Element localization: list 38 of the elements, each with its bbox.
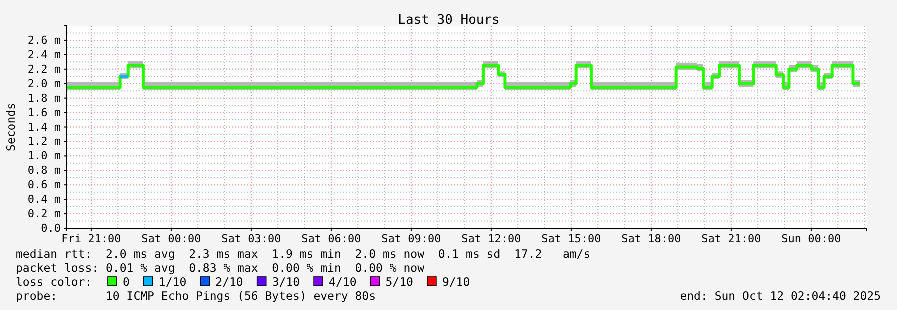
text: packet loss: 0.01 % avg 0.83 % max 0.00 % min 0.00 % now <box>16 261 425 275</box>
y-tick-label: 0.8 m <box>28 164 62 178</box>
y-tick-label: 2.4 m <box>28 48 62 62</box>
y-tick-label: 1.6 m <box>28 106 62 120</box>
legend-label: 2/10 <box>216 275 244 289</box>
y-tick-label: 1.8 m <box>28 92 62 105</box>
text: probe: 10 ICMP Echo Pings (56 Bytes) every 80s <box>16 289 376 303</box>
y-tick-label: 0.0 <box>41 222 61 236</box>
y-tick-label: 2.0 m <box>28 77 62 90</box>
y-tick-label: 2.2 m <box>28 62 62 76</box>
y-tick-label: 1.0 m <box>28 150 62 163</box>
x-tick-label: Sat 09:00 <box>382 232 442 246</box>
text: end: Sun Oct 12 02:04:40 2025 <box>680 289 881 303</box>
x-tick-label: Sat 12:00 <box>462 232 522 246</box>
legend-label: 1/10 <box>158 275 187 289</box>
x-tick-label: Sun 00:00 <box>782 232 842 246</box>
y-tick-label: 0.4 m <box>28 193 62 206</box>
x-tick-label: Sat 03:00 <box>222 232 282 246</box>
y-axis-title: Seconds <box>4 103 18 152</box>
legend-label: 9/10 <box>442 275 470 289</box>
text: median rtt: 2.0 ms avg 2.3 ms max 1.9 ms min 2.0 ms now 0.1 ms sd 17.2 am/s <box>16 247 591 261</box>
x-tick-label: Sat 06:00 <box>302 232 362 246</box>
chart-title: Last 30 Hours <box>398 13 500 28</box>
legend-title: loss color: <box>16 275 92 289</box>
legend-label: 5/10 <box>386 275 414 289</box>
y-tick-label: 1.2 m <box>28 135 62 148</box>
y-tick-label: 0.2 m <box>28 208 62 221</box>
x-tick-label: Sat 21:00 <box>702 232 762 246</box>
x-tick-label: Sat 18:00 <box>622 232 682 246</box>
x-tick-label: Sat 15:00 <box>542 232 602 246</box>
legend-label: 3/10 <box>272 275 300 289</box>
y-tick-label: 2.6 m <box>28 34 62 47</box>
x-tick-label: Fri 21:00 <box>62 232 122 246</box>
legend-label: 4/10 <box>329 275 357 289</box>
x-tick-label: Sat 00:00 <box>142 232 202 246</box>
legend-label: 0 <box>123 275 130 289</box>
y-tick-label: 0.6 m <box>28 178 62 192</box>
y-tick-label: 1.4 m <box>28 120 62 134</box>
